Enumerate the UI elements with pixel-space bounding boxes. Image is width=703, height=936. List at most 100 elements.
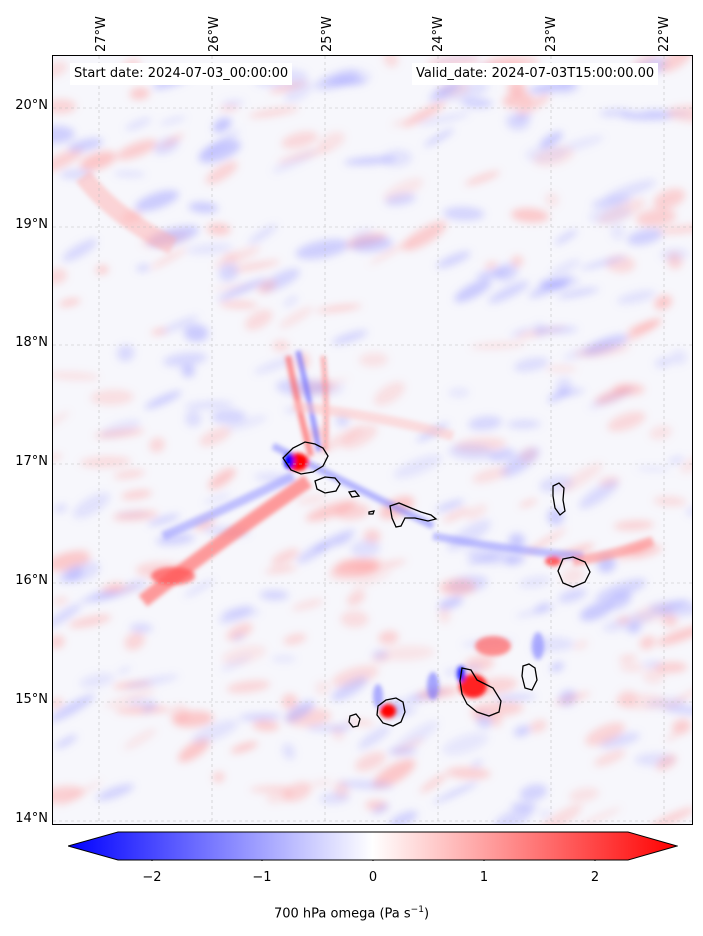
island-santiago — [459, 667, 502, 717]
downdraft-patch — [188, 202, 219, 213]
updraft-patch — [363, 529, 381, 544]
downdraft-patch — [372, 804, 390, 815]
map-panel — [52, 55, 693, 825]
updraft-patch — [470, 341, 527, 350]
downdraft-patch — [113, 171, 146, 177]
updraft-patch — [618, 655, 637, 661]
downdraft-patch — [539, 131, 563, 149]
downdraft-patch — [436, 251, 471, 269]
downdraft-patch — [548, 507, 565, 526]
updraft-patch — [472, 467, 509, 484]
valid-date-label: Valid_date: 2024-07-03T15:00:00.00 — [412, 63, 659, 85]
updraft-patch — [94, 428, 145, 439]
downdraft-patch — [515, 606, 557, 618]
downdraft-patch — [454, 279, 492, 303]
updraft-core — [475, 636, 511, 656]
downdraft-patch — [670, 350, 687, 365]
updraft-patch — [101, 582, 124, 594]
omega-field-map — [53, 56, 692, 824]
updraft-patch — [438, 606, 451, 624]
updraft-patch — [662, 687, 692, 710]
downdraft-patch — [468, 416, 503, 431]
downdraft-patch — [588, 387, 635, 409]
downdraft-core — [532, 632, 544, 660]
updraft-patch — [471, 710, 486, 721]
updraft-patch — [208, 468, 236, 490]
downdraft-patch — [610, 223, 625, 241]
island-boa-vista — [557, 556, 591, 588]
downdraft-patch — [558, 588, 587, 603]
updraft-patch — [544, 192, 559, 208]
updraft-patch — [574, 343, 631, 358]
downdraft-patch — [319, 792, 351, 805]
updraft-patch — [402, 221, 447, 251]
omega-colorbar — [68, 831, 678, 861]
downdraft-patch — [331, 330, 368, 345]
downdraft-patch — [198, 139, 241, 163]
lat-label-16n: 16°N — [15, 573, 48, 588]
downdraft-patch — [663, 705, 692, 715]
updraft-patch — [291, 599, 324, 611]
downdraft-patch — [295, 239, 350, 260]
downdraft-patch — [162, 352, 208, 367]
downdraft-patch — [501, 447, 540, 477]
downdraft-band — [161, 471, 296, 541]
updraft-patch — [53, 148, 84, 173]
downdraft-patch — [599, 732, 641, 749]
updraft-patch — [359, 352, 389, 367]
updraft-patch — [516, 94, 550, 116]
downdraft-patch — [124, 674, 179, 689]
updraft-patch — [222, 253, 239, 262]
updraft-band — [292, 401, 455, 441]
omega-field-texture — [53, 56, 692, 824]
updraft-patch — [331, 665, 379, 687]
downdraft-patch — [539, 279, 568, 290]
downdraft-patch — [217, 278, 268, 301]
downdraft-patch — [324, 77, 367, 86]
updraft-patch — [393, 737, 424, 755]
updraft-patch — [53, 453, 63, 461]
updraft-patch — [305, 500, 357, 522]
updraft-patch — [113, 469, 146, 479]
updraft-patch — [160, 133, 184, 148]
updraft-patch — [679, 455, 692, 473]
updraft-patch — [257, 279, 277, 294]
downdraft-patch — [80, 590, 130, 603]
updraft-patch — [347, 590, 366, 606]
updraft-patch — [219, 300, 258, 309]
downdraft-patch — [62, 238, 98, 262]
updraft-patch — [502, 91, 533, 109]
downdraft-patch — [159, 116, 187, 125]
updraft-patch — [272, 339, 290, 352]
downdraft-patch — [184, 579, 215, 598]
updraft-patch — [345, 719, 375, 726]
downdraft-patch — [442, 732, 489, 756]
updraft-patch — [112, 510, 159, 521]
updraft-patch — [560, 462, 603, 493]
updraft-patch — [614, 693, 668, 710]
colorbar-tick-label: −2 — [142, 870, 162, 885]
downdraft-patch — [579, 601, 613, 621]
updraft-patch — [442, 507, 471, 523]
downdraft-patch — [282, 743, 296, 760]
updraft-patch — [594, 749, 626, 767]
downdraft-patch — [627, 621, 642, 634]
updraft-patch — [249, 785, 292, 793]
start-date-label: Start date: 2024-07-03_00:00:00 — [70, 63, 293, 85]
downdraft-patch — [338, 780, 394, 790]
updraft-patch — [650, 807, 692, 824]
downdraft-patch — [125, 117, 152, 131]
colorbar-ticks — [151, 860, 596, 861]
updraft-patch — [656, 224, 692, 235]
updraft-patch — [104, 689, 156, 708]
updraft-patch — [340, 610, 369, 628]
downdraft-patch — [200, 130, 240, 156]
downdraft-patch — [511, 113, 534, 124]
updraft-core — [545, 556, 561, 566]
updraft-patch — [282, 782, 312, 802]
coastlines — [282, 441, 591, 728]
downdraft-patch — [53, 125, 75, 144]
downdraft-patch — [296, 542, 329, 564]
updraft-patch — [519, 499, 538, 507]
updraft-patch — [653, 496, 687, 507]
